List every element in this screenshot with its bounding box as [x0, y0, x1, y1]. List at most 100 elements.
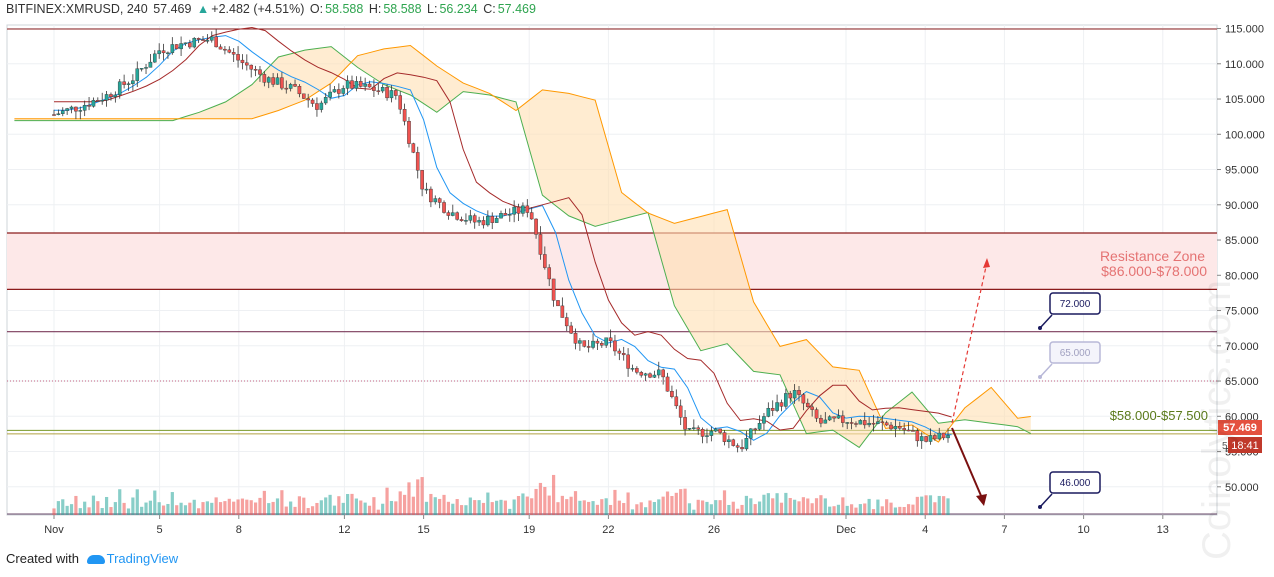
volume-bar: [161, 505, 166, 515]
candle-body: [214, 36, 218, 48]
volume-bar: [157, 502, 161, 515]
volume-bar: [240, 498, 245, 515]
volume-bar: [446, 501, 451, 515]
y-tick-label: 65.000: [1225, 376, 1259, 388]
candle-body: [345, 80, 350, 89]
level-65-callout: 65.000: [1038, 341, 1101, 379]
candle-body: [507, 214, 512, 216]
x-tick-label: 13: [1157, 524, 1169, 536]
volume-bar: [376, 509, 380, 515]
volume-bar: [495, 500, 499, 515]
volume-bar: [306, 508, 310, 515]
candle-body: [578, 340, 582, 344]
volume-bar: [337, 496, 341, 515]
bullish-arrowhead: [983, 258, 990, 268]
candle-body: [779, 402, 784, 407]
bearish-projection-arrow: [951, 427, 983, 499]
candle-body: [919, 436, 924, 442]
candle-body: [617, 350, 622, 354]
candle-body: [415, 152, 420, 171]
level-46-callout: 46.000: [1038, 471, 1101, 509]
volume-bar: [411, 496, 415, 515]
volume-bar: [648, 500, 652, 515]
candle-body: [762, 416, 766, 424]
volume-bar: [530, 498, 534, 515]
candle-body: [82, 105, 87, 111]
volume-bar: [442, 494, 446, 515]
candle-body: [770, 408, 775, 411]
candle-body: [271, 77, 275, 85]
x-tick-label: Nov: [44, 524, 64, 536]
volume-bar: [630, 509, 635, 515]
volume-bar: [354, 498, 358, 515]
volume-bar: [468, 497, 472, 515]
change-value: +2.482 (+4.51%): [211, 2, 305, 16]
volume-bar: [946, 498, 950, 515]
candle-body: [253, 69, 258, 71]
candle-body: [814, 409, 819, 419]
volume-bar: [473, 500, 477, 515]
volume-bar: [245, 499, 249, 515]
candle-body: [740, 447, 744, 450]
candle-body: [854, 423, 858, 425]
candle-body: [722, 432, 727, 442]
candle-body: [490, 215, 495, 223]
price-badges: 57.469 18:41 5: [1218, 420, 1262, 453]
candle-body: [192, 38, 197, 48]
candle-body: [372, 86, 376, 91]
candle-body: [823, 419, 828, 424]
volume-bar: [433, 497, 437, 515]
candle-body: [218, 46, 223, 50]
candle-body: [573, 333, 578, 344]
candle-body: [560, 305, 565, 318]
candle-body: [52, 114, 56, 116]
candle-body: [258, 69, 262, 75]
volume-bar: [170, 492, 174, 515]
volume-bar: [267, 503, 271, 515]
candle-body: [784, 393, 788, 407]
volume-bar: [175, 505, 179, 515]
candles: [52, 29, 950, 453]
candle-body: [836, 415, 841, 419]
senkou-span-b: [14, 44, 1031, 443]
candle-body: [735, 445, 740, 448]
candle-body: [827, 416, 832, 421]
volume-bar: [538, 482, 543, 515]
volume-bar: [849, 504, 854, 515]
cloud-fill: [14, 45, 1031, 448]
candle-body: [486, 215, 490, 226]
volume-bar: [863, 503, 867, 515]
volume-bar: [398, 491, 402, 515]
volume-bar: [455, 499, 459, 515]
volume-bar: [363, 502, 367, 515]
candle-body: [902, 428, 906, 431]
volume-bar: [179, 502, 183, 515]
volume-bar: [736, 508, 740, 515]
volume-bar: [297, 496, 302, 515]
candle-body: [862, 420, 867, 426]
candle-body: [56, 113, 61, 115]
candle-body: [450, 212, 455, 216]
candle-body: [757, 423, 762, 430]
volume-bar: [674, 492, 678, 515]
candle-body: [652, 374, 657, 378]
volume-bar: [534, 488, 538, 515]
candle-body: [643, 373, 648, 376]
candle-body: [472, 215, 477, 223]
volume-bar: [249, 500, 253, 515]
volume-bar: [407, 482, 411, 515]
volume-bar: [665, 491, 670, 515]
volume-bar: [613, 489, 617, 515]
volume-bar: [547, 495, 551, 515]
x-tick-label: 8: [236, 524, 242, 536]
volume-bar: [438, 498, 442, 515]
annotations: Resistance Zone $86.000-$78.000 $58.000-…: [951, 248, 1208, 509]
candle-body: [946, 435, 950, 439]
y-tick-label: 75.000: [1225, 306, 1259, 318]
candle-body: [100, 100, 105, 102]
candle-body: [906, 429, 911, 432]
tradingview-link[interactable]: TradingView: [106, 551, 179, 566]
volume-bar: [91, 495, 96, 515]
tradingview-logo-icon: [86, 555, 105, 564]
